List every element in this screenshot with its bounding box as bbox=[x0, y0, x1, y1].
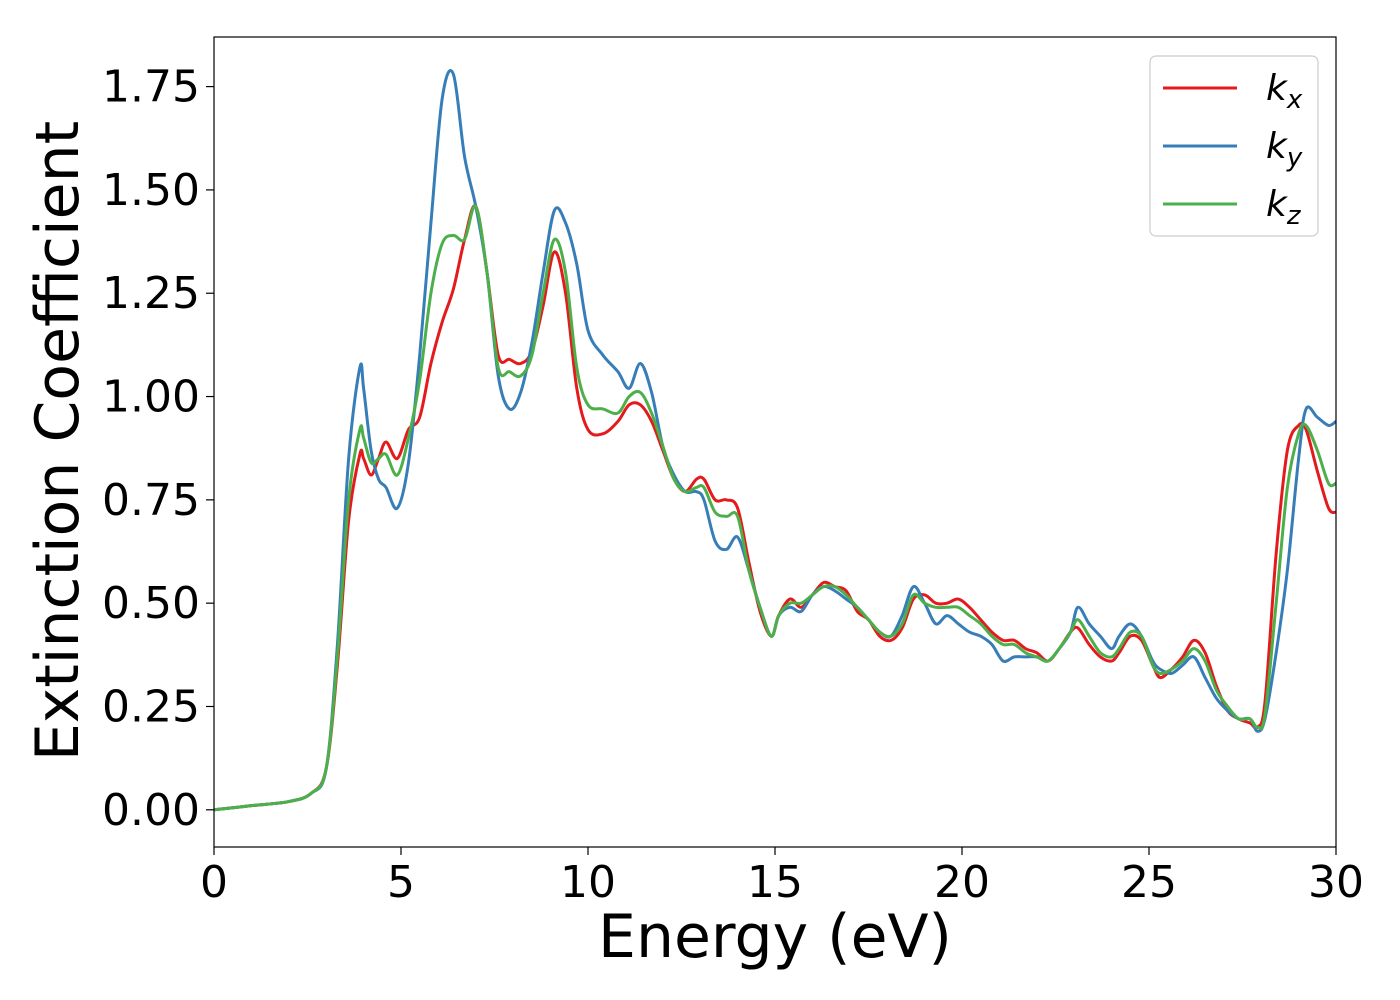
x-tick-label: 25 bbox=[1121, 857, 1177, 908]
x-axis-label: Energy (eV) bbox=[598, 902, 952, 972]
y-tick-label: 1.75 bbox=[102, 62, 200, 113]
y-axis-ticks: 0.00 0.25 0.50 0.75 1.00 1.25 1.50 1.75 bbox=[102, 62, 214, 836]
y-axis-label: Extinction Coefficient bbox=[23, 121, 93, 761]
x-tick-label: 15 bbox=[747, 857, 803, 908]
y-tick-label: 1.50 bbox=[102, 165, 200, 216]
x-tick-label: 30 bbox=[1308, 857, 1364, 908]
y-tick-label: 1.00 bbox=[102, 372, 200, 423]
plot-area bbox=[214, 69, 1336, 812]
x-tick-label: 0 bbox=[200, 857, 228, 908]
x-tick-label: 10 bbox=[560, 857, 616, 908]
series-layer bbox=[214, 69, 1336, 812]
legend: kx ky kz bbox=[1149, 55, 1319, 237]
y-tick-label: 0.25 bbox=[102, 681, 200, 732]
y-tick-label: 0.50 bbox=[102, 578, 200, 629]
series-line-kz bbox=[214, 204, 1336, 812]
x-tick-label: 20 bbox=[934, 857, 990, 908]
legend-label-kx: kx bbox=[1266, 68, 1303, 115]
x-axis-ticks: 0 5 10 15 20 25 30 bbox=[200, 847, 1364, 908]
y-tick-label: 0.75 bbox=[102, 475, 200, 526]
y-tick-label: 0.00 bbox=[102, 785, 200, 836]
legend-label-ky: ky bbox=[1266, 126, 1303, 173]
x-tick-label: 5 bbox=[387, 857, 415, 908]
y-tick-label: 1.25 bbox=[102, 268, 200, 319]
legend-label-kz: kz bbox=[1266, 184, 1302, 231]
series-line-ky bbox=[214, 69, 1336, 812]
